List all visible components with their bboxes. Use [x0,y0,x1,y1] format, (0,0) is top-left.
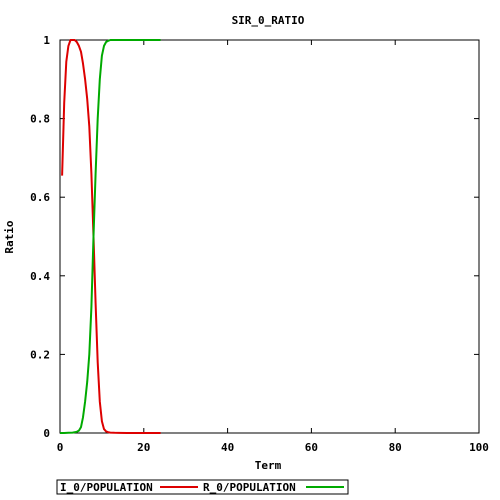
x-axis-label: Term [255,459,282,472]
legend-label: R_0/POPULATION [203,481,296,494]
legend: I_0/POPULATION R_0/POPULATION [56,479,349,495]
series-layer [60,39,161,434]
legend-label: I_0/POPULATION [60,481,153,494]
x-tick-label: 20 [137,441,150,454]
x-axis: 0 20 40 60 80 100 [57,40,489,454]
series-line-r0 [60,39,161,434]
y-tick-label: 0.6 [30,191,50,204]
y-tick-label: 0.8 [30,113,50,126]
series-line-i0 [61,39,161,434]
y-axis: 0 0.2 0.4 0.6 0.8 1 [30,34,479,440]
x-tick-label: 40 [221,441,234,454]
plot-frame [59,39,480,434]
x-tick-label: 80 [389,441,402,454]
x-tick-label: 60 [305,441,318,454]
y-axis-label: Ratio [3,220,16,253]
y-tick-label: 0.4 [30,270,50,283]
y-tick-label: 0 [43,427,50,440]
y-tick-label: 1 [43,34,50,47]
x-tick-label: 100 [469,441,489,454]
legend-box [56,479,349,495]
y-tick-label: 0.2 [30,348,50,361]
chart-title: SIR_0_RATIO [232,14,305,27]
x-tick-label: 0 [57,441,64,454]
